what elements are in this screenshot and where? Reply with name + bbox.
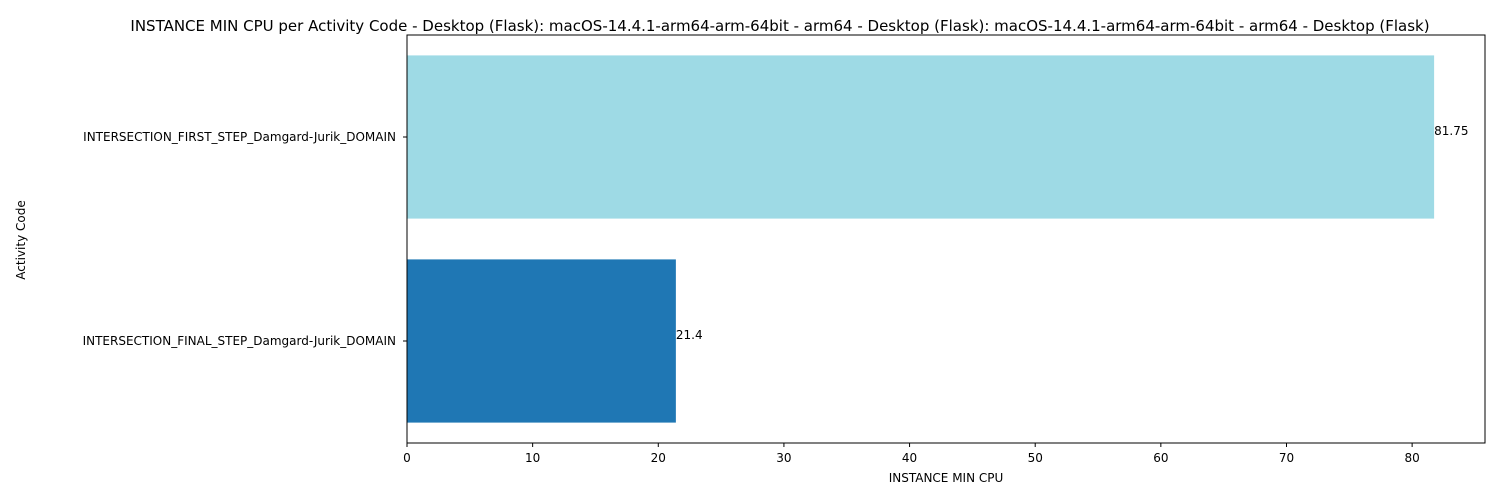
x-tick-label: 70: [1279, 451, 1294, 465]
y-tick-label: INTERSECTION_FIRST_STEP_Damgard-Jurik_DO…: [83, 130, 396, 144]
x-tick-label: 20: [651, 451, 666, 465]
x-tick-label: 30: [776, 451, 791, 465]
x-axis-ticks: 0 10 20 30 40 50 60 70 80: [403, 443, 1420, 465]
x-tick-label: 60: [1153, 451, 1168, 465]
x-tick-label: 50: [1028, 451, 1043, 465]
chart-title: INSTANCE MIN CPU per Activity Code - Des…: [130, 17, 1429, 35]
x-tick-label: 40: [902, 451, 917, 465]
plot-frame: [406, 34, 1486, 444]
bar-1: [407, 55, 1435, 219]
y-axis-title: Activity Code: [14, 200, 28, 279]
y-tick-label: INTERSECTION_FINAL_STEP_Damgard-Jurik_DO…: [83, 334, 396, 348]
data-label-2: 21.4: [676, 328, 703, 342]
bar-2: [407, 259, 676, 423]
bars-layer: [407, 55, 1435, 423]
x-axis-title: INSTANCE MIN CPU: [889, 471, 1004, 485]
data-label-1: 81.75: [1434, 124, 1468, 138]
x-tick-label: 80: [1404, 451, 1419, 465]
x-tick-label: 10: [525, 451, 540, 465]
data-labels-layer: 81.75 21.4: [676, 124, 1469, 342]
x-tick-label: 0: [403, 451, 411, 465]
y-axis-ticks: INTERSECTION_FIRST_STEP_Damgard-Jurik_DO…: [83, 130, 407, 348]
